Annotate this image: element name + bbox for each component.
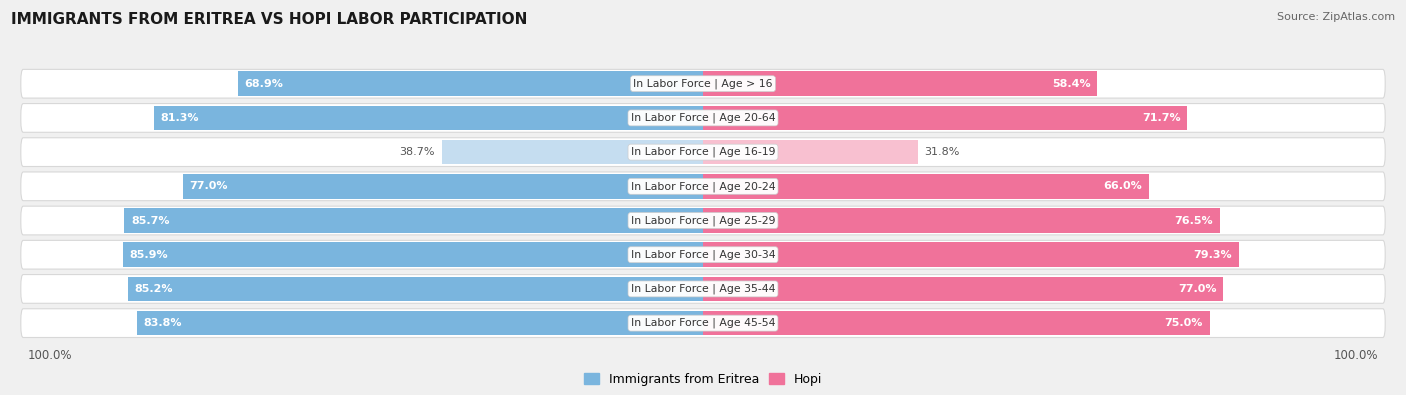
Text: 66.0%: 66.0% [1104,181,1142,191]
Text: 75.0%: 75.0% [1164,318,1202,328]
Text: 58.4%: 58.4% [1052,79,1091,89]
Text: 85.7%: 85.7% [131,216,169,226]
Text: 71.7%: 71.7% [1142,113,1181,123]
Bar [703,174,1149,199]
Bar [703,208,1220,233]
Text: 77.0%: 77.0% [190,181,228,191]
Text: 38.7%: 38.7% [399,147,434,157]
Bar [238,71,703,96]
Bar [703,140,918,164]
Text: 31.8%: 31.8% [925,147,960,157]
Text: 77.0%: 77.0% [1178,284,1216,294]
Text: In Labor Force | Age 30-34: In Labor Force | Age 30-34 [631,250,775,260]
Text: 100.0%: 100.0% [1334,349,1378,362]
Bar [124,208,703,233]
Bar [136,311,703,335]
Bar [703,71,1098,96]
Legend: Immigrants from Eritrea, Hopi: Immigrants from Eritrea, Hopi [579,368,827,391]
Text: 76.5%: 76.5% [1174,216,1213,226]
Text: In Labor Force | Age 35-44: In Labor Force | Age 35-44 [631,284,775,294]
Bar [703,276,1223,301]
FancyBboxPatch shape [21,241,1385,269]
Text: 68.9%: 68.9% [245,79,283,89]
Bar [441,140,703,164]
FancyBboxPatch shape [21,172,1385,201]
Text: 85.2%: 85.2% [135,284,173,294]
Text: In Labor Force | Age 20-64: In Labor Force | Age 20-64 [631,113,775,123]
FancyBboxPatch shape [21,275,1385,303]
Text: In Labor Force | Age > 16: In Labor Force | Age > 16 [633,79,773,89]
Bar [122,243,703,267]
Text: IMMIGRANTS FROM ERITREA VS HOPI LABOR PARTICIPATION: IMMIGRANTS FROM ERITREA VS HOPI LABOR PA… [11,12,527,27]
Text: 100.0%: 100.0% [28,349,72,362]
Bar [128,276,703,301]
Bar [183,174,703,199]
Text: In Labor Force | Age 20-24: In Labor Force | Age 20-24 [631,181,775,192]
Bar [703,105,1187,130]
Text: 83.8%: 83.8% [143,318,183,328]
FancyBboxPatch shape [21,138,1385,166]
FancyBboxPatch shape [21,206,1385,235]
Bar [703,311,1209,335]
Text: In Labor Force | Age 16-19: In Labor Force | Age 16-19 [631,147,775,157]
Text: In Labor Force | Age 25-29: In Labor Force | Age 25-29 [631,215,775,226]
FancyBboxPatch shape [21,70,1385,98]
Text: In Labor Force | Age 45-54: In Labor Force | Age 45-54 [631,318,775,328]
Text: 81.3%: 81.3% [160,113,200,123]
FancyBboxPatch shape [21,103,1385,132]
Bar [153,105,703,130]
FancyBboxPatch shape [21,309,1385,337]
Text: Source: ZipAtlas.com: Source: ZipAtlas.com [1277,12,1395,22]
Bar [703,243,1239,267]
Text: 85.9%: 85.9% [129,250,169,260]
Text: 79.3%: 79.3% [1194,250,1232,260]
